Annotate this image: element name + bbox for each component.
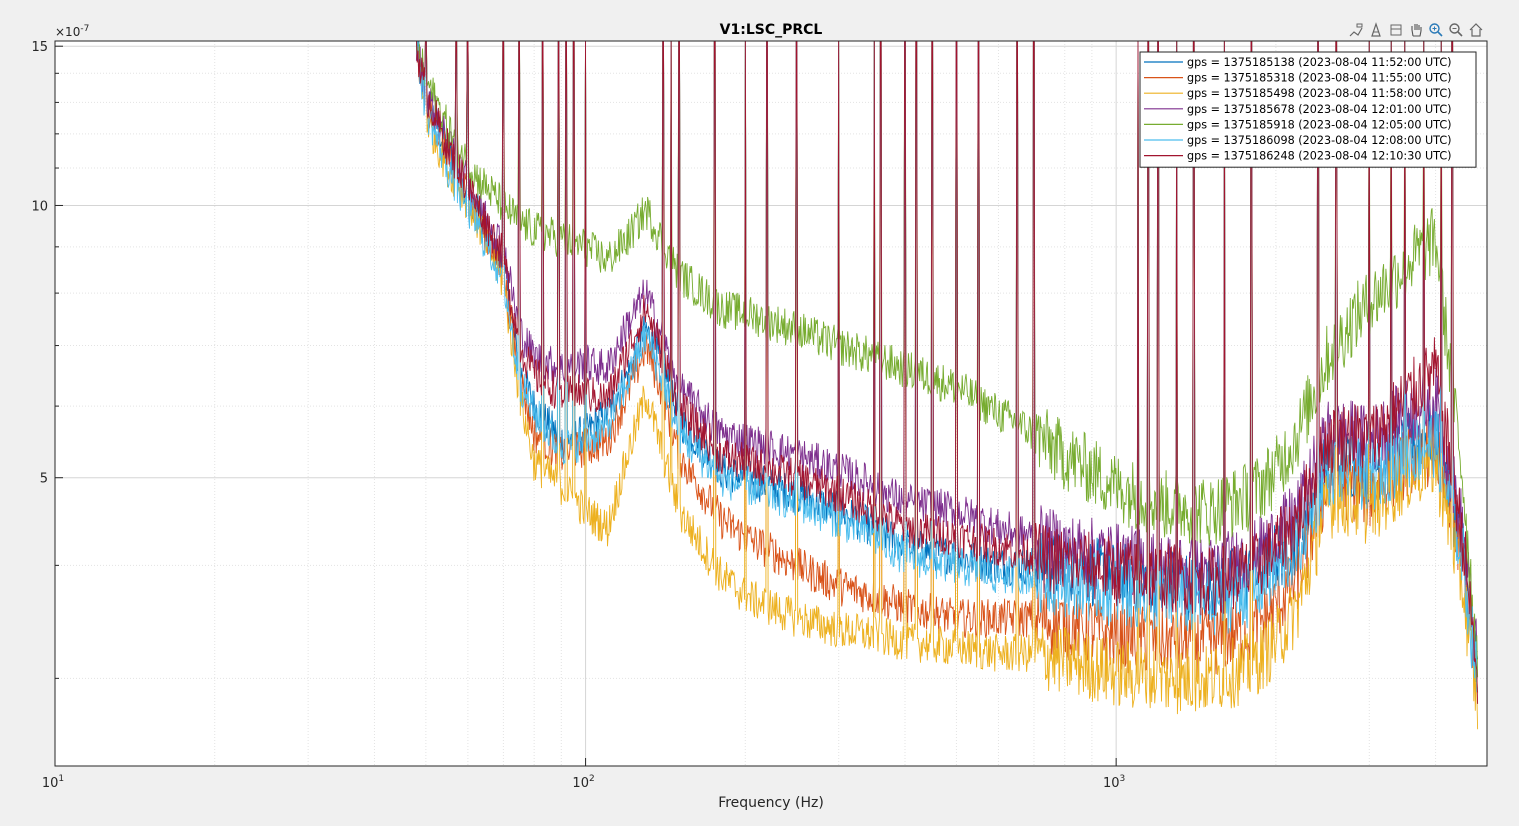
series-line-3 bbox=[415, 41, 1479, 730]
x-tick-label: 103 bbox=[1103, 774, 1125, 791]
series-line-2 bbox=[415, 41, 1479, 693]
legend-box bbox=[1139, 51, 1477, 168]
legend-entry: gps = 1375185918 (2023-08-04 12:05:00 UT… bbox=[1187, 118, 1452, 131]
restore-view-button[interactable] bbox=[1386, 20, 1406, 40]
series-line-7 bbox=[416, 41, 1479, 704]
x-axis-label: Frequency (Hz) bbox=[718, 795, 824, 811]
legend-entry: gps = 1375185318 (2023-08-04 11:55:00 UT… bbox=[1187, 72, 1452, 85]
axes-toolbar bbox=[1346, 20, 1486, 40]
home-icon bbox=[1469, 23, 1483, 37]
brush-button[interactable] bbox=[1346, 20, 1366, 40]
zoom-in-icon bbox=[1429, 23, 1443, 37]
brush-icon bbox=[1349, 23, 1363, 37]
data-tips-button[interactable] bbox=[1366, 20, 1386, 40]
series-line-5 bbox=[415, 41, 1479, 683]
legend: gps = 1375185138 (2023-08-04 11:52:00 UT… bbox=[1139, 51, 1477, 168]
axes-box bbox=[54, 40, 1488, 767]
x-tick-label: 102 bbox=[572, 774, 594, 791]
home-button[interactable] bbox=[1466, 20, 1486, 40]
legend-entry: gps = 1375185138 (2023-08-04 11:52:00 UT… bbox=[1187, 56, 1452, 69]
y-tick-label: 10 bbox=[31, 199, 48, 214]
x-tick-label: 101 bbox=[42, 774, 64, 791]
y-tick-label: 15 bbox=[31, 40, 48, 55]
chart-title: V1:LSC_PRCL bbox=[720, 22, 823, 38]
legend-entry: gps = 1375186098 (2023-08-04 12:08:00 UT… bbox=[1187, 134, 1452, 147]
y-multiplier-label: ×10-7 bbox=[55, 24, 89, 39]
zoom-out-icon bbox=[1449, 23, 1463, 37]
series-line-6 bbox=[415, 41, 1479, 693]
restore-view-icon bbox=[1390, 24, 1402, 36]
pan-button[interactable] bbox=[1406, 20, 1426, 40]
zoom-out-button[interactable] bbox=[1446, 20, 1466, 40]
y-tick-label: 5 bbox=[40, 472, 48, 487]
legend-entry: gps = 1375185498 (2023-08-04 11:58:00 UT… bbox=[1187, 87, 1452, 100]
legend-entry: gps = 1375186248 (2023-08-04 12:10:30 UT… bbox=[1187, 150, 1452, 163]
zoom-in-button[interactable] bbox=[1426, 20, 1446, 40]
series-lines bbox=[415, 41, 1479, 730]
legend-entry: gps = 1375185678 (2023-08-04 12:01:00 UT… bbox=[1187, 103, 1452, 116]
pan-icon bbox=[1411, 24, 1422, 37]
data-tips-icon bbox=[1371, 22, 1381, 37]
